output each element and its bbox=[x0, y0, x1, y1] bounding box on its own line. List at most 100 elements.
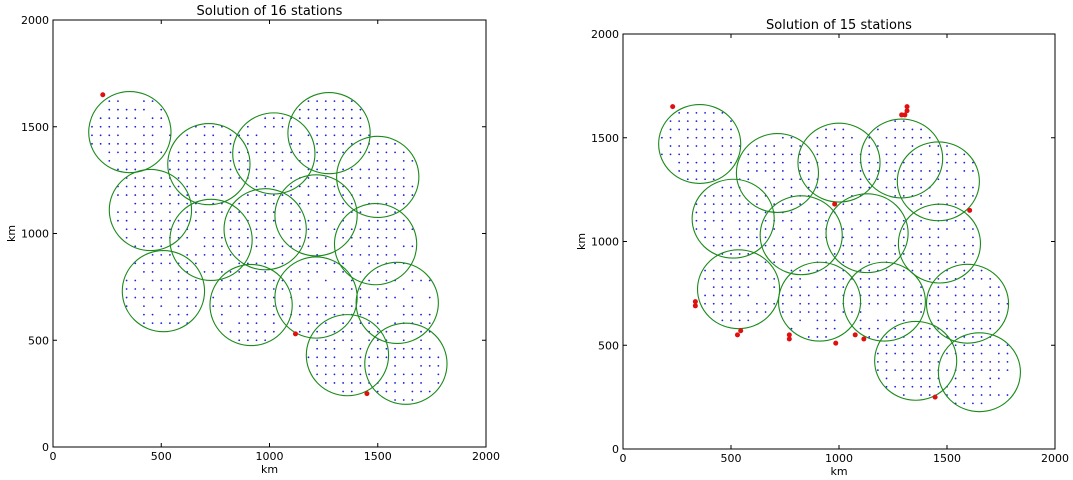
demand-point bbox=[394, 296, 396, 299]
demand-point bbox=[816, 244, 819, 247]
demand-point bbox=[307, 330, 310, 333]
demand-point bbox=[851, 236, 853, 239]
demand-point bbox=[264, 142, 267, 145]
demand-point bbox=[712, 311, 715, 313]
demand-point bbox=[359, 253, 362, 256]
demand-point bbox=[920, 360, 922, 363]
demand-point bbox=[885, 319, 888, 322]
demand-point bbox=[721, 145, 724, 147]
demand-point bbox=[868, 277, 871, 280]
demand-point bbox=[212, 142, 215, 145]
demand-point bbox=[833, 269, 836, 272]
demand-point bbox=[402, 185, 405, 188]
demand-point bbox=[963, 327, 966, 330]
demand-point bbox=[868, 153, 871, 156]
demand-point bbox=[212, 211, 215, 214]
demand-point bbox=[911, 294, 914, 297]
demand-point bbox=[238, 177, 241, 179]
demand-point bbox=[298, 245, 301, 248]
demand-point bbox=[342, 382, 345, 384]
demand-point bbox=[220, 279, 223, 282]
demand-point bbox=[246, 236, 249, 239]
demand-point bbox=[807, 294, 810, 297]
demand-point bbox=[911, 269, 914, 272]
demand-point bbox=[264, 168, 267, 171]
demand-point bbox=[420, 322, 422, 325]
demand-point bbox=[842, 153, 845, 156]
demand-point bbox=[825, 136, 827, 139]
demand-point bbox=[928, 269, 931, 272]
station-coverage-circle bbox=[874, 320, 958, 401]
demand-point bbox=[851, 302, 853, 305]
demand-point bbox=[376, 305, 379, 307]
demand-point bbox=[764, 186, 767, 189]
demand-point bbox=[272, 160, 275, 162]
demand-point bbox=[169, 279, 171, 282]
demand-point bbox=[928, 236, 931, 239]
station-coverage-circle bbox=[274, 174, 358, 257]
demand-point bbox=[255, 339, 258, 342]
demand-point bbox=[842, 203, 845, 206]
demand-point bbox=[238, 245, 241, 248]
demand-point bbox=[756, 170, 758, 172]
demand-point bbox=[712, 194, 715, 197]
demand-point bbox=[842, 286, 845, 289]
demand-point bbox=[799, 178, 802, 181]
demand-point bbox=[394, 219, 396, 222]
demand-point bbox=[894, 294, 897, 297]
demand-point bbox=[851, 261, 853, 264]
demand-point bbox=[712, 294, 715, 297]
demand-point bbox=[151, 279, 154, 282]
demand-point bbox=[212, 228, 215, 231]
demand-point bbox=[885, 236, 888, 239]
demand-point bbox=[342, 339, 345, 342]
demand-point bbox=[272, 262, 275, 265]
demand-point bbox=[134, 279, 137, 282]
demand-point bbox=[99, 134, 102, 137]
demand-point bbox=[160, 202, 163, 205]
demand-point bbox=[868, 136, 871, 139]
demand-point bbox=[376, 390, 379, 393]
demand-point bbox=[359, 108, 362, 111]
demand-point bbox=[799, 153, 802, 156]
demand-point bbox=[695, 161, 698, 164]
demand-point bbox=[816, 145, 819, 147]
demand-point bbox=[324, 330, 327, 333]
demand-point bbox=[134, 211, 137, 214]
demand-point bbox=[842, 194, 845, 197]
demand-point bbox=[712, 136, 715, 139]
demand-point bbox=[781, 161, 784, 164]
demand-point bbox=[238, 339, 241, 342]
demand-point bbox=[937, 178, 940, 181]
demand-point bbox=[954, 377, 957, 380]
demand-point bbox=[868, 203, 871, 206]
demand-point bbox=[272, 236, 275, 239]
demand-point bbox=[704, 302, 706, 305]
demand-point bbox=[359, 356, 362, 359]
demand-point bbox=[997, 302, 1000, 305]
demand-point bbox=[350, 134, 353, 137]
demand-point bbox=[264, 211, 267, 214]
demand-point bbox=[290, 271, 293, 273]
demand-point bbox=[220, 125, 223, 128]
demand-point bbox=[764, 211, 767, 214]
demand-point bbox=[902, 369, 905, 372]
demand-point bbox=[695, 228, 698, 230]
demand-point bbox=[920, 344, 922, 347]
demand-point bbox=[177, 245, 180, 248]
demand-point bbox=[169, 202, 171, 205]
demand-point bbox=[989, 286, 992, 289]
demand-point bbox=[721, 228, 724, 230]
demand-point bbox=[307, 313, 310, 316]
demand-point bbox=[756, 203, 758, 206]
demand-point bbox=[402, 347, 405, 350]
station-coverage-circle bbox=[825, 193, 909, 274]
demand-point bbox=[151, 296, 154, 299]
demand-point bbox=[246, 228, 249, 231]
demand-point bbox=[246, 142, 249, 145]
demand-point bbox=[255, 142, 258, 145]
demand-point bbox=[350, 390, 353, 393]
demand-point bbox=[186, 168, 189, 171]
demand-point bbox=[350, 364, 353, 367]
demand-point bbox=[264, 151, 267, 154]
